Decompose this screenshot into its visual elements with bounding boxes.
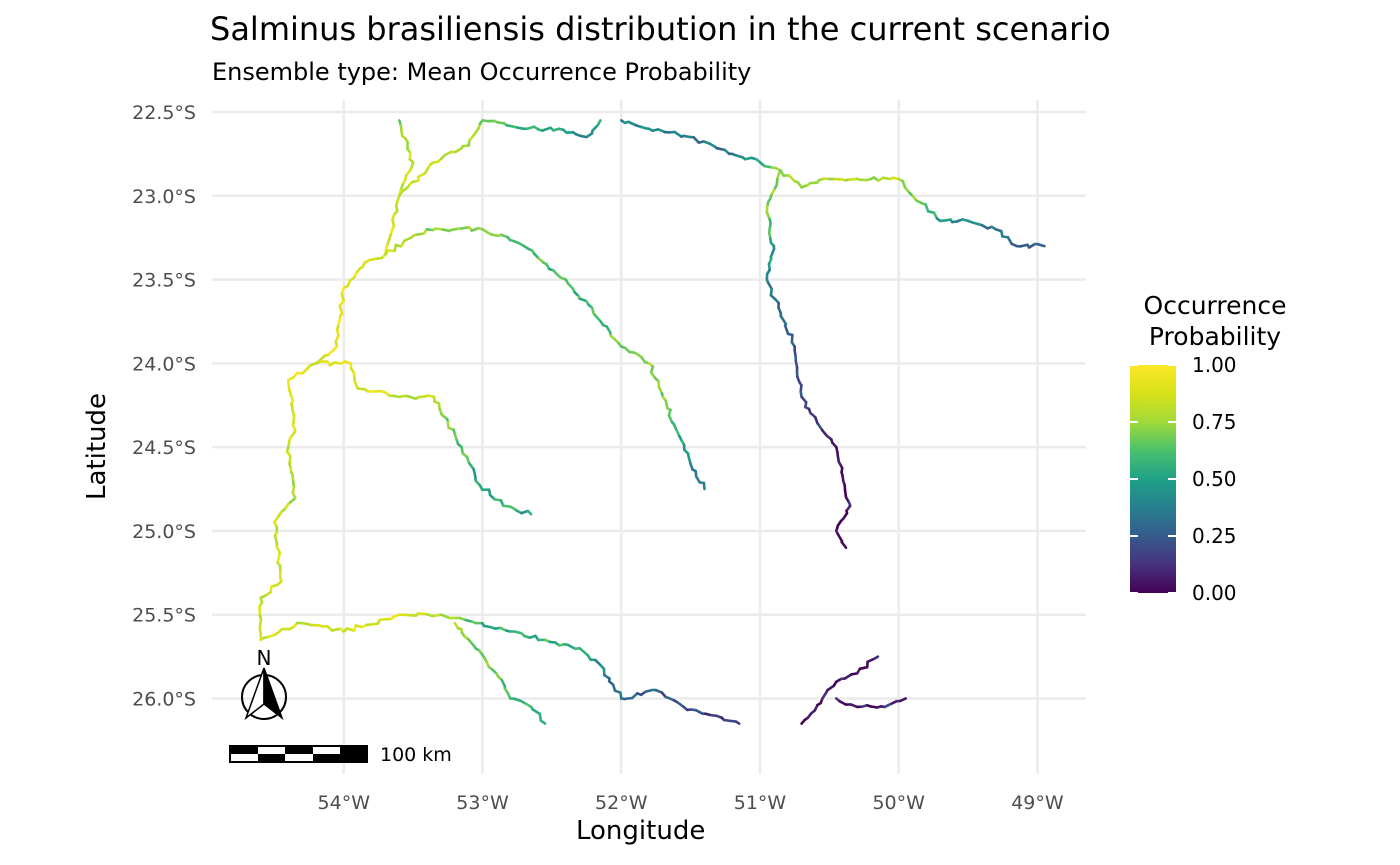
scale-bar: 100 km bbox=[229, 744, 452, 766]
river-segment-7 bbox=[466, 637, 475, 647]
river-segment-5 bbox=[836, 532, 844, 543]
river-segment-8 bbox=[873, 655, 880, 660]
x-tick-label: 51°W bbox=[734, 792, 787, 814]
x-tick-label: 54°W bbox=[318, 792, 371, 814]
north-arrow-label: N bbox=[257, 646, 272, 670]
x-tick-label: 50°W bbox=[872, 792, 925, 814]
y-tick-label: 25.0°S bbox=[132, 521, 196, 543]
river-segment-0 bbox=[273, 534, 279, 546]
river-segment-0 bbox=[338, 304, 344, 316]
y-tick-label: 23.5°S bbox=[132, 270, 196, 292]
y-tick-label: 25.5°S bbox=[132, 605, 196, 627]
river-segment-5 bbox=[769, 247, 776, 259]
grid-lines bbox=[212, 100, 1086, 774]
river-segment-2 bbox=[459, 226, 471, 230]
y-tick-labels: 22.5°S 23.0°S 23.5°S 24.0°S 24.5°S 25.0°S 25.5… bbox=[132, 102, 196, 710]
legend-tick-marks bbox=[1130, 364, 1176, 594]
x-tick-label: 52°W bbox=[595, 792, 648, 814]
y-tick-label: 24.5°S bbox=[132, 437, 196, 459]
river-segment-4 bbox=[1036, 242, 1046, 248]
river-segment-7 bbox=[539, 719, 547, 725]
legend-title-line2: Probability bbox=[1148, 322, 1282, 351]
river-segment-4 bbox=[673, 130, 683, 138]
y-axis-title: Latitude bbox=[82, 392, 112, 500]
river-segment-6 bbox=[734, 720, 741, 725]
x-tick-label: 53°W bbox=[456, 792, 509, 814]
river-network bbox=[258, 119, 1046, 725]
river-segment-9 bbox=[898, 697, 908, 703]
chart-title: Salminus brasiliensis distribution in th… bbox=[210, 10, 1111, 48]
legend-tick-1: 1.00 bbox=[1192, 353, 1237, 377]
chart-subtitle: Ensemble type: Mean Occurrence Probabili… bbox=[212, 58, 752, 86]
river-segment-1 bbox=[540, 126, 552, 132]
legend-tick-025: 0.25 bbox=[1192, 524, 1237, 548]
river-segment-2 bbox=[593, 313, 603, 324]
x-tick-label: 49°W bbox=[1011, 792, 1064, 814]
legend-title: Occurrence Probability bbox=[1120, 290, 1310, 352]
legend-tick-050: 0.50 bbox=[1192, 467, 1237, 491]
y-tick-label: 24.0°S bbox=[132, 353, 196, 375]
x-tick-labels: 54°W 53°W 52°W 51°W 50°W 49°W bbox=[318, 792, 1064, 814]
river-segment-2 bbox=[702, 481, 706, 491]
x-axis-title: Longitude bbox=[576, 816, 706, 846]
river-segment-8 bbox=[843, 673, 853, 680]
river-segment-8 bbox=[866, 657, 877, 664]
river-segment-6 bbox=[566, 643, 577, 651]
legend-tick-0: 0.00 bbox=[1192, 581, 1237, 605]
river-segment-4 bbox=[787, 174, 796, 183]
river-segment-6 bbox=[622, 696, 634, 701]
river-segment-1 bbox=[416, 172, 427, 179]
legend-title-line1: Occurrence bbox=[1143, 291, 1287, 320]
river-segment-6 bbox=[330, 627, 342, 632]
river-segment-3 bbox=[526, 509, 533, 516]
y-tick-label: 22.5°S bbox=[132, 102, 196, 124]
river-segment-5 bbox=[783, 324, 790, 336]
river-segment-5 bbox=[779, 314, 788, 326]
y-tick-label: 26.0°S bbox=[132, 688, 196, 710]
river-segment-9 bbox=[883, 702, 894, 709]
river-segment-4 bbox=[762, 164, 774, 169]
y-tick-label: 23.0°S bbox=[132, 186, 196, 208]
scale-bar-label: 100 km bbox=[380, 744, 452, 766]
river-segment-7 bbox=[531, 708, 542, 716]
legend-tick-075: 0.75 bbox=[1192, 410, 1237, 434]
north-arrow-icon: N bbox=[241, 646, 287, 721]
river-segment-4 bbox=[847, 177, 859, 181]
river-segment-1 bbox=[596, 119, 602, 127]
river-segment-5 bbox=[840, 540, 848, 550]
river-segment-6 bbox=[416, 612, 429, 616]
river-segment-4 bbox=[627, 120, 638, 127]
river-segment-4 bbox=[715, 146, 727, 152]
river-segment-3 bbox=[406, 394, 418, 401]
